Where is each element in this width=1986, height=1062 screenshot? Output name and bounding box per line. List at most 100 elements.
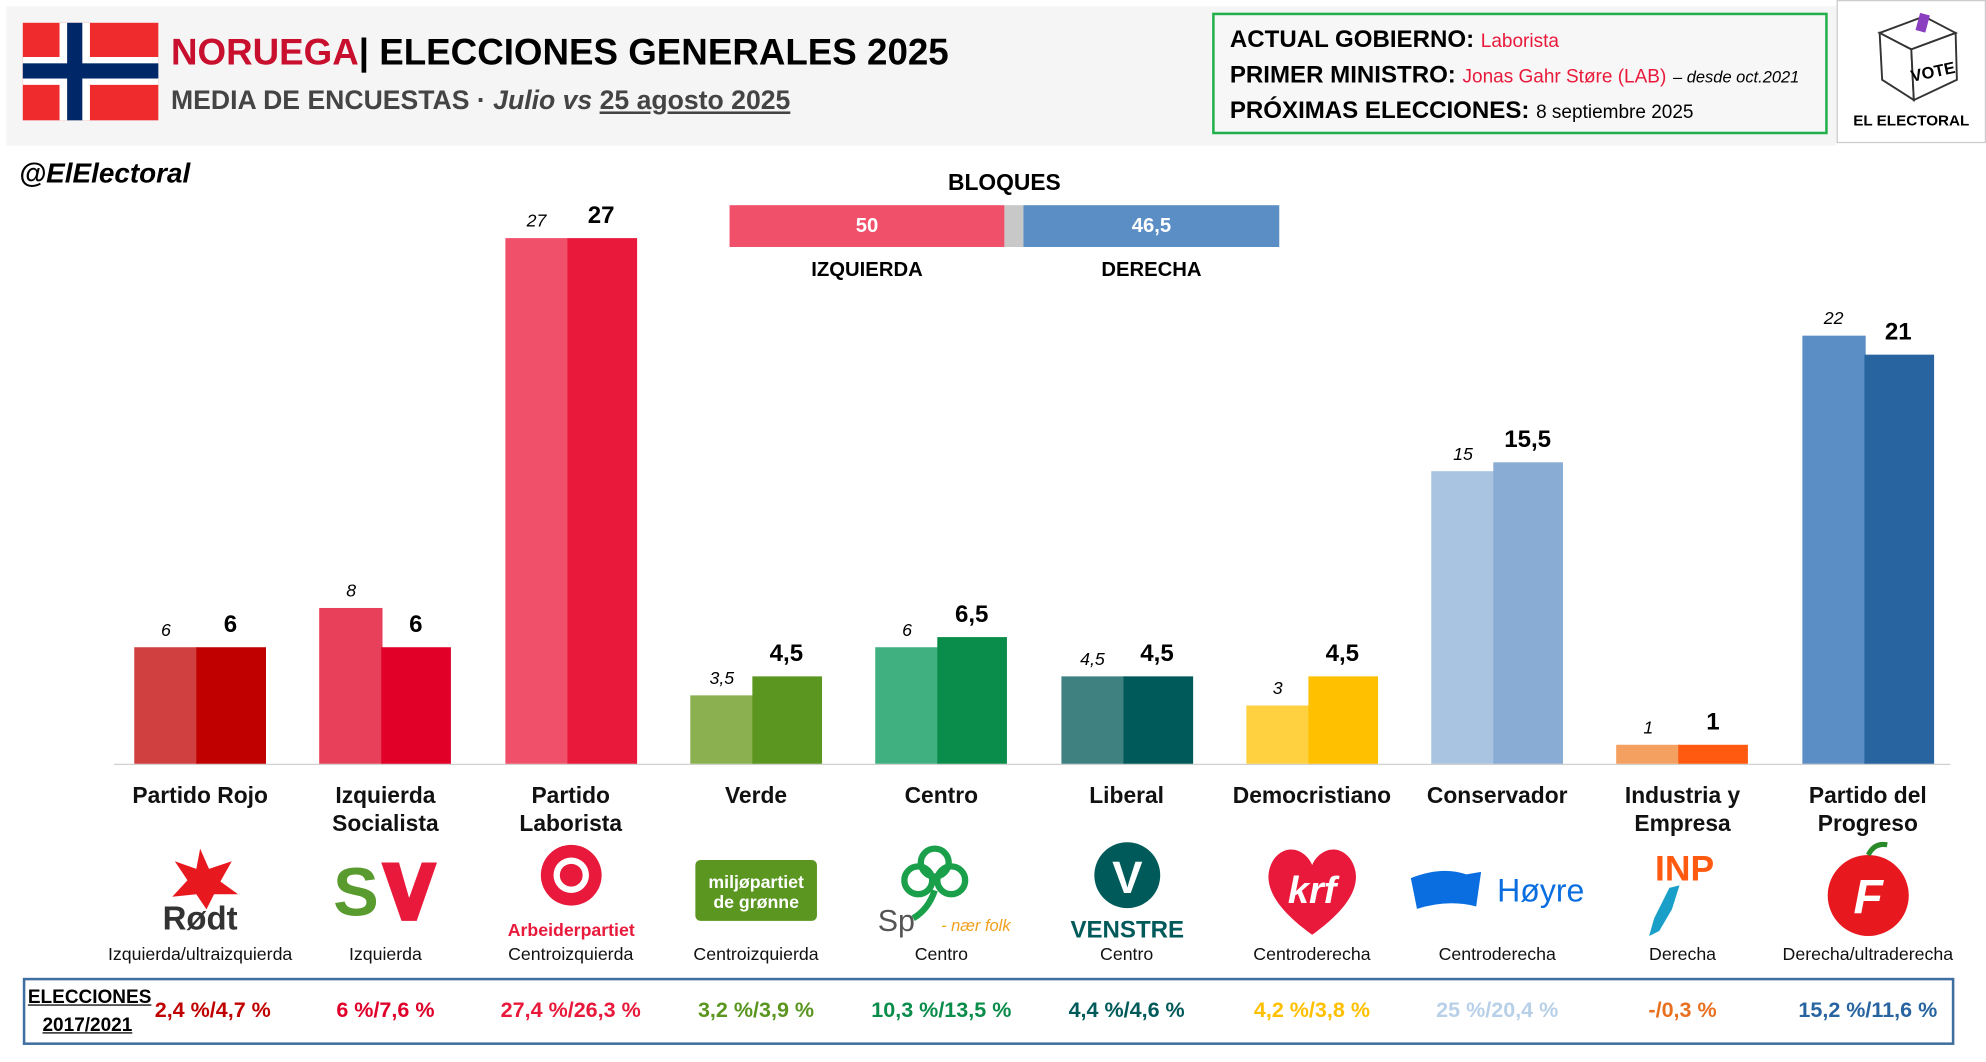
party-name: Democristiano [1232,782,1392,809]
party-ideology: Izquierda/ultraizquierda [107,943,293,964]
x-axis-line [113,763,1951,766]
value-label-agosto: 4,5 [1325,640,1360,668]
party-name: Izquierda Socialista [332,782,439,836]
value-label-julio: 3,5 [709,667,735,689]
party-logo-arbeiderpartiet-icon: Arbeiderpartiet [478,836,663,944]
page-title: NORUEGA| ELECCIONES GENERALES 2025 [171,33,949,75]
pm-value: Jonas Gahr Støre (LAB) [1462,65,1667,88]
previous-result: 25 %/20,4 % [1436,998,1559,1023]
bar-agosto [1493,461,1564,764]
value-label-agosto: 6 [223,611,238,639]
party-ideology: Centro [1100,943,1154,964]
bar-julio [875,646,939,764]
value-label-agosto: 6,5 [954,601,989,629]
party-name: Conservador [1426,782,1568,809]
prev-label-1: ELECCIONES [27,986,152,1009]
bar-agosto [1678,744,1749,764]
value-label-agosto: 27 [587,202,615,230]
logo-name: EL ELECTORAL [1853,111,1970,130]
bar-julio [134,646,198,764]
previous-elections-label: ELECCIONES 2017/2021 [27,984,152,1040]
bar-julio [690,695,754,764]
norway-flag-icon [22,22,159,121]
block-right-label: DERECHA [1101,259,1202,282]
bar-julio [319,608,383,764]
party-ideology: Centroderecha [1253,943,1371,964]
title-text: | ELECCIONES GENERALES 2025 [358,32,949,74]
svg-text:Rødt: Rødt [163,899,238,934]
bar-agosto [381,646,452,764]
bar-julio [1801,335,1866,764]
twitter-handle: @ElElectoral [18,157,191,189]
gov-value: Laborista [1480,30,1559,52]
value-label-julio: 3 [1272,677,1283,698]
previous-result: 6 %/7,6 % [336,998,435,1023]
bar-agosto [937,637,1008,764]
value-label-julio: 6 [160,619,171,640]
value-label-julio: 6 [902,619,913,640]
value-label-agosto: 4,5 [1140,640,1174,668]
previous-result: 15,2 %/11,6 % [1798,998,1938,1023]
value-label-julio: 27 [526,210,547,231]
block-left-bar: 50 [729,205,1005,247]
previous-elections-box [22,977,1955,1045]
value-label-agosto: 1 [1706,708,1720,736]
svg-text:V: V [1111,851,1142,902]
party-ideology: Centroizquierda [508,943,634,964]
svg-text:Høyre: Høyre [1497,872,1584,908]
value-label-julio: 4,5 [1080,648,1105,669]
previous-result: 2,4 %/4,7 % [154,998,271,1023]
party-logo-inp-icon: INP [1590,836,1775,944]
el-electoral-logo: VOTE EL ELECTORAL [1836,0,1986,144]
svg-text:Arbeiderpartiet: Arbeiderpartiet [507,919,634,939]
bar-agosto [1122,676,1193,764]
value-label-agosto: 4,5 [769,640,804,668]
party-logo-milj-partiet-de-gr-nne-icon: miljøpartiet de grønne [664,836,849,944]
subtitle-sep: · [469,86,494,116]
bar-julio [1431,471,1495,764]
party-ideology: Derecha [1649,943,1717,964]
bar-julio [1060,676,1125,764]
party-logo-sv-icon: S [293,836,478,944]
party-logo-krf-icon: krf [1219,836,1404,944]
party-name: Centro [904,782,979,809]
value-label-julio: 15 [1453,443,1473,465]
party-ideology: Centro [914,943,968,964]
party-logo-venstre-icon: V VENSTRE [1034,836,1219,944]
svg-text:S: S [333,854,379,928]
bar-julio [1616,744,1681,764]
subtitle-main: MEDIA DE ENCUESTAS [170,86,470,116]
prev-label-2: 2017/2021 [42,1014,133,1037]
pm-label: PRIMER MINISTRO: [1229,62,1456,89]
subtitle-julio: Julio vs [493,86,600,116]
ballot-box-icon: VOTE [1877,12,1958,102]
block-right-value: 46,5 [1131,214,1172,237]
value-label-agosto: 6 [409,611,423,639]
party-name: Verde [724,782,788,809]
party-ideology: Centroderecha [1438,943,1556,964]
block-left-label: IZQUIERDA [811,259,923,282]
previous-result: 10,3 %/13,5 % [871,998,1012,1023]
party-logo-h-yre-icon: Høyre [1405,836,1590,944]
party-logo-f-icon: F [1775,836,1960,944]
previous-result: -/0,3 % [1648,998,1717,1023]
bar-julio [504,238,569,764]
party-name: Liberal [1089,782,1165,809]
bar-agosto [752,676,822,764]
party-name: Partido del Progreso [1808,782,1927,836]
bar-julio [1246,705,1310,764]
value-label-julio: 8 [346,580,357,601]
value-label-agosto: 15,5 [1504,426,1552,454]
svg-text:INP: INP [1656,848,1715,888]
previous-result: 4,4 %/4,6 % [1068,998,1185,1023]
svg-text:de grønne: de grønne [713,892,799,912]
party-ideology: Derecha/ultraderecha [1782,943,1954,964]
block-right-bar: 46,5 [1023,205,1280,247]
svg-text:miljøpartiet: miljøpartiet [708,871,804,891]
pm-since: – desde oct.2021 [1673,67,1800,87]
next-label: PRÓXIMAS ELECCIONES: [1229,97,1530,125]
block-gap-bar [1004,205,1024,247]
gov-label: ACTUAL GOBIERNO: [1229,26,1475,54]
party-name: Partido Rojo [132,782,268,809]
country-name: NORUEGA [170,32,359,74]
